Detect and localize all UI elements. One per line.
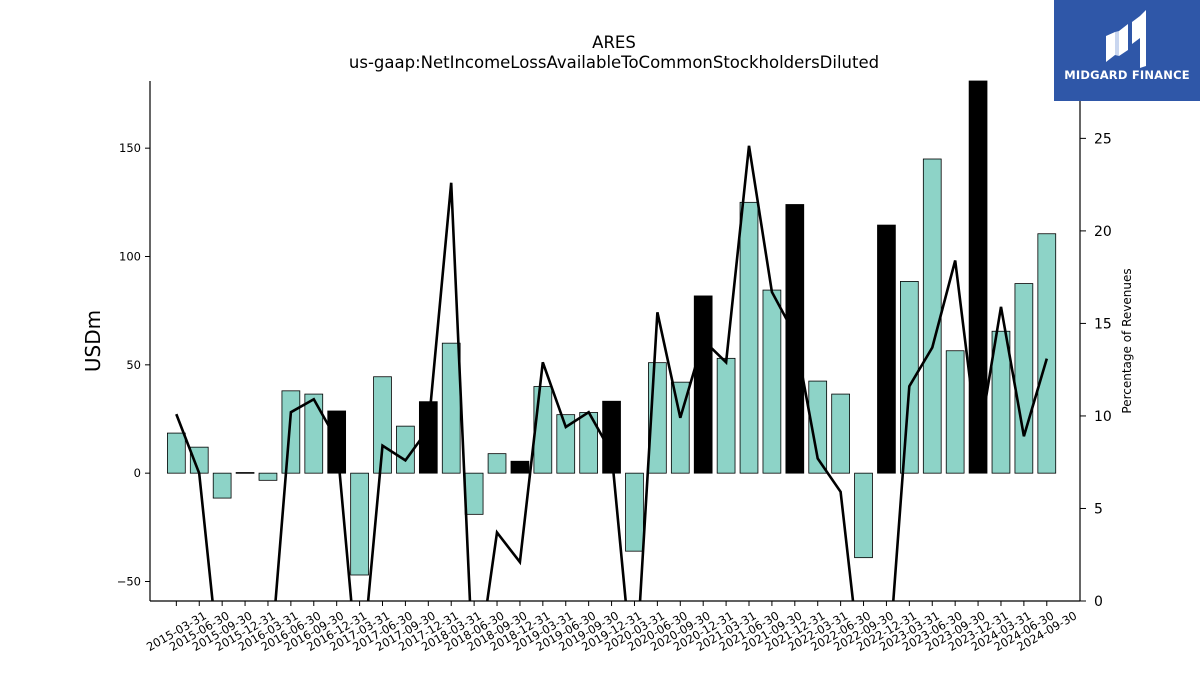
bar	[922, 158, 942, 474]
bar	[762, 289, 782, 474]
bar	[900, 281, 919, 474]
y2-tick-label: 0	[1094, 594, 1103, 610]
bar	[739, 201, 759, 474]
y2-tick-label: 20	[1094, 224, 1112, 240]
y-tick-label: −50	[117, 575, 141, 589]
y-tick-label: 100	[119, 250, 141, 264]
bar	[556, 414, 576, 474]
bar	[625, 472, 644, 552]
chart-subtitle: us-gaap:NetIncomeLossAvailableToCommonSt…	[349, 53, 879, 72]
bar	[304, 393, 324, 474]
bar	[854, 472, 873, 559]
y2-tick-label: 5	[1094, 501, 1103, 517]
bar	[350, 472, 369, 576]
bar	[235, 472, 255, 474]
bar	[945, 350, 965, 474]
bar	[464, 472, 484, 515]
bar	[877, 224, 896, 474]
y-tick-label: 150	[119, 141, 141, 155]
bar	[693, 295, 713, 474]
bar	[258, 472, 278, 481]
bar	[212, 472, 232, 499]
y-tick-label: 0	[134, 466, 141, 480]
brand-name: MIDGARD FINANCE	[1064, 68, 1190, 82]
bar	[281, 390, 301, 474]
y2-axis-label: Percentage of Revenues	[1120, 268, 1134, 413]
series-line	[175, 145, 1049, 601]
bar	[831, 393, 850, 474]
bar	[808, 380, 828, 474]
bar	[968, 80, 988, 474]
y2-tick-label: 10	[1094, 409, 1112, 425]
bar	[441, 342, 461, 474]
bar	[510, 460, 530, 474]
bars-group	[167, 80, 1057, 576]
bar	[1014, 283, 1034, 474]
bar	[167, 432, 186, 474]
bar	[1037, 233, 1057, 474]
chart-title: ARES	[592, 33, 636, 52]
line-group	[175, 145, 1049, 601]
axes-group: −5005010015005101520252015-03-312015-06-…	[117, 81, 1112, 654]
logo-mark-icon	[1106, 10, 1146, 68]
bar	[716, 357, 736, 474]
bar	[533, 386, 553, 474]
y2-tick-label: 25	[1094, 131, 1112, 147]
bar	[991, 330, 1011, 474]
brand-logo: MIDGARD FINANCE	[1054, 0, 1200, 101]
y-tick-label: 50	[126, 358, 141, 372]
y-axis-label: USDm	[81, 310, 105, 372]
y2-tick-label: 15	[1094, 316, 1112, 332]
bar	[487, 453, 507, 474]
bar	[418, 401, 438, 474]
